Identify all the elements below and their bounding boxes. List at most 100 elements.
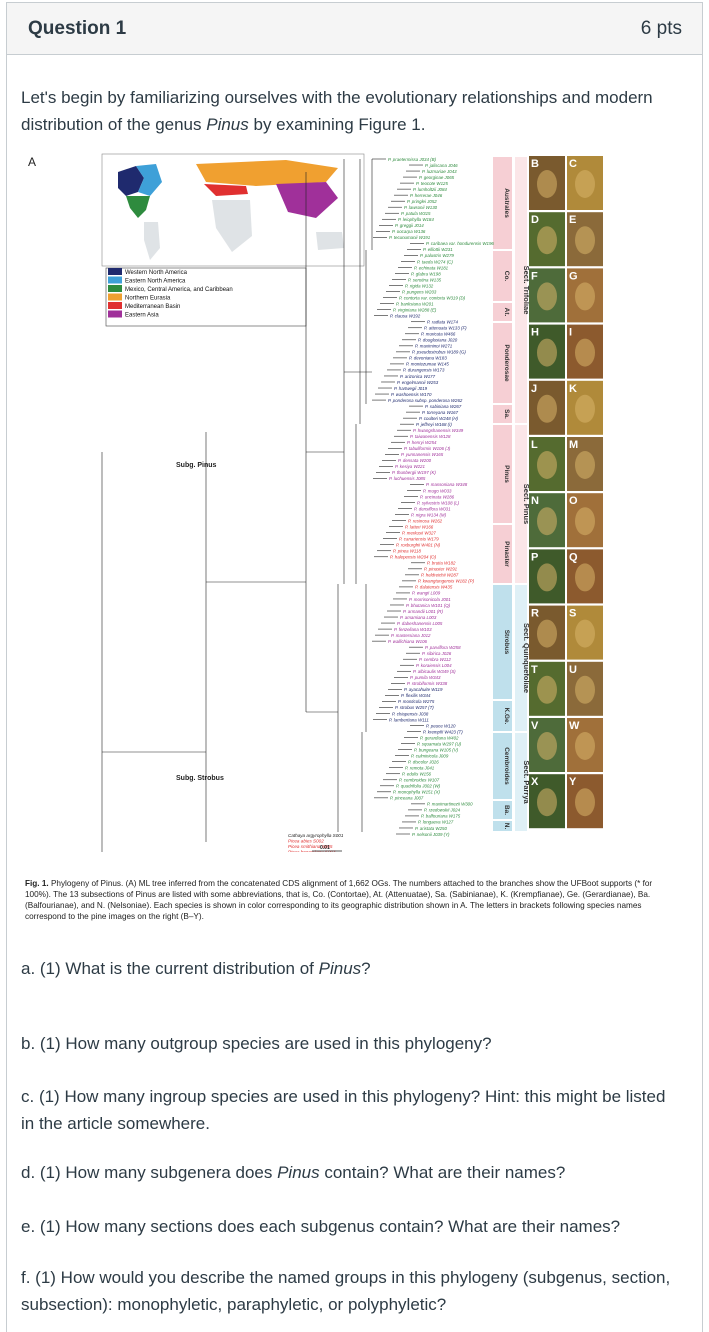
question-header: Question 1 6 pts [7,3,702,55]
map-eastern-na [136,164,162,196]
subsection-band [493,405,512,423]
tip-label: P. lawsonii W130 [404,205,438,210]
pine-image-letter: S [569,608,576,620]
tip-label: P. pinceana J007 [390,796,424,801]
subquestion-d-after: contain? What are their names? [319,1163,566,1182]
tip-label: P. durangensis W173 [403,368,445,373]
tip-label: P. taiwanensis W128 [410,434,451,439]
tip-label: P. pringlei J052 [407,199,437,204]
tip-label: P. patula W315 [401,211,431,216]
tip-label: P. georginae J065 [419,175,455,180]
pine-cone-shape [575,170,595,198]
subsection-band [493,585,512,699]
tip-label: P. aristata W250 [415,826,447,831]
pine-image-letter: J [531,383,537,395]
subsection-band [493,425,512,523]
tip-label: P. densata W200 [398,458,432,463]
legend-label: Northern Eurasia [125,296,171,302]
tip-label: P. squamata W297 (U) [417,741,462,746]
tip-label: P. henryi W254 [407,440,437,445]
pine-cone-shape [575,619,595,648]
pine-image-letter: O [569,495,578,507]
phylogeny-figure-graphic: A Western North America Eastern North Amer… [28,153,603,852]
tip-label: P. latteri W166 [405,524,434,529]
section-band [515,425,527,583]
pine-image-letter: X [531,776,539,788]
outgroup-label: Picea smithiana S005 [288,844,333,849]
map-africa [212,200,252,252]
tip-label: P. parviflora W258 [425,645,461,650]
map-northern-eurasia [196,160,338,186]
tip-label: P. densiflora W031 [414,506,451,511]
tip-label: P. nigra W134 (M) [411,512,447,517]
tip-label: P. remota J041 [405,766,435,771]
subquestion-a-text: a. (1) What is the current distribution … [21,959,319,978]
subsection-band [493,323,512,403]
section-label: Sect. Quinquefoliae [522,623,531,693]
section-band [515,585,527,731]
subsection-label: Australes [503,188,510,218]
subquestion-c: c. (1) How many ingroup species are used… [21,1083,671,1137]
outgroup-label: Picea abies S002 [288,839,324,844]
tip-label: P. halepensis W204 (O) [390,555,437,560]
tip-label: P. montezumae W145 [406,362,449,367]
tip-label: P. pseudostrobus W189 (G) [412,350,466,355]
tip-label: P. taeda W274 (C) [417,259,453,264]
tip-label: P. torreyana W167 [422,410,459,415]
map-south-america [144,222,160,260]
tip-label: P. gerardiana W402 [420,735,459,740]
tip-label: P. caribaea var. hondurensis W196 [426,241,494,246]
subsection-label: K.Ge. [503,708,510,725]
pine-image-letter: I [569,327,572,339]
subsection-label: Sa. [503,409,510,419]
subsection-band [493,303,512,321]
legend-swatch [108,293,122,301]
legend-label: Mexico, Central America, and Caribbean [125,287,233,293]
legend-label: Mediterranean Basin [125,304,180,310]
pine-image-letter: E [569,214,576,226]
pine-cone-shape [537,282,557,311]
pine-image-letter: Y [569,776,577,788]
pine-image-letter: T [531,664,538,676]
tip-label: P. leiophylla W184 [398,217,434,222]
caption-text: Phylogeny of Pinus. (A) ML tree inferred… [25,879,653,921]
pine-image-letter: C [569,158,577,170]
subquestion-f: f. (1) How would you describe the named … [21,1264,671,1318]
tip-label: P. kwangtungensis W182 (P) [418,579,475,584]
tip-label: P. yunnanensis W165 [401,452,444,457]
subsection-band [493,251,512,301]
pine-image-letter: L [531,439,538,451]
subsection-band [493,157,512,249]
tip-label: P. mastersiana J012 [391,633,431,638]
map-western-na [118,166,144,196]
tip-label: P. ponderosa subsp. ponderosa W262 [388,398,463,403]
tip-label: P. balfouriana W175 [421,814,461,819]
intro-genus: Pinus [206,115,249,134]
map-australia [316,232,344,250]
pine-cone-shape [575,732,595,760]
tip-label: P. brutia W182 [427,561,456,566]
subsection-label: Pinus [503,465,510,483]
tip-label: P. banksiana W201 [396,301,434,306]
subquestion-e-text: e. (1) How many sections does each subge… [21,1217,621,1236]
legend-frame [105,267,307,327]
question-title: Question 1 [28,17,127,39]
question-intro: Let's begin by familiarizing ourselves w… [21,84,661,138]
figure-caption: Fig. 1. Phylogeny of Pinus. (A) ML tree … [25,878,677,922]
tip-label: P. contorta var. contorta W319 (D) [399,295,466,300]
tip-label: P. palustris W279 [420,253,454,258]
tip-label: P. sabiniana W267 [425,404,462,409]
pine-cone-shape [575,282,595,311]
tip-label: P. roxburghii W401 (N) [396,543,441,548]
tip-label: P. wangii L009 [412,591,441,596]
section-label: Sect. Parrya [522,760,531,804]
tip-label: P. canariensis W179 [399,536,439,541]
legend-swatch [108,310,122,318]
subsection-label: Strobus [503,630,510,655]
tip-label: P. serotina W135 [408,277,442,282]
tip-label: P. monophylla W151 (X) [393,790,441,795]
subsection-label: Pinaster [503,541,510,567]
tip-label: P. devoniana W183 [409,356,447,361]
tip-label: P. attenuata W133 (F) [424,326,467,331]
tip-label: P. longaeva W127 [418,820,454,825]
